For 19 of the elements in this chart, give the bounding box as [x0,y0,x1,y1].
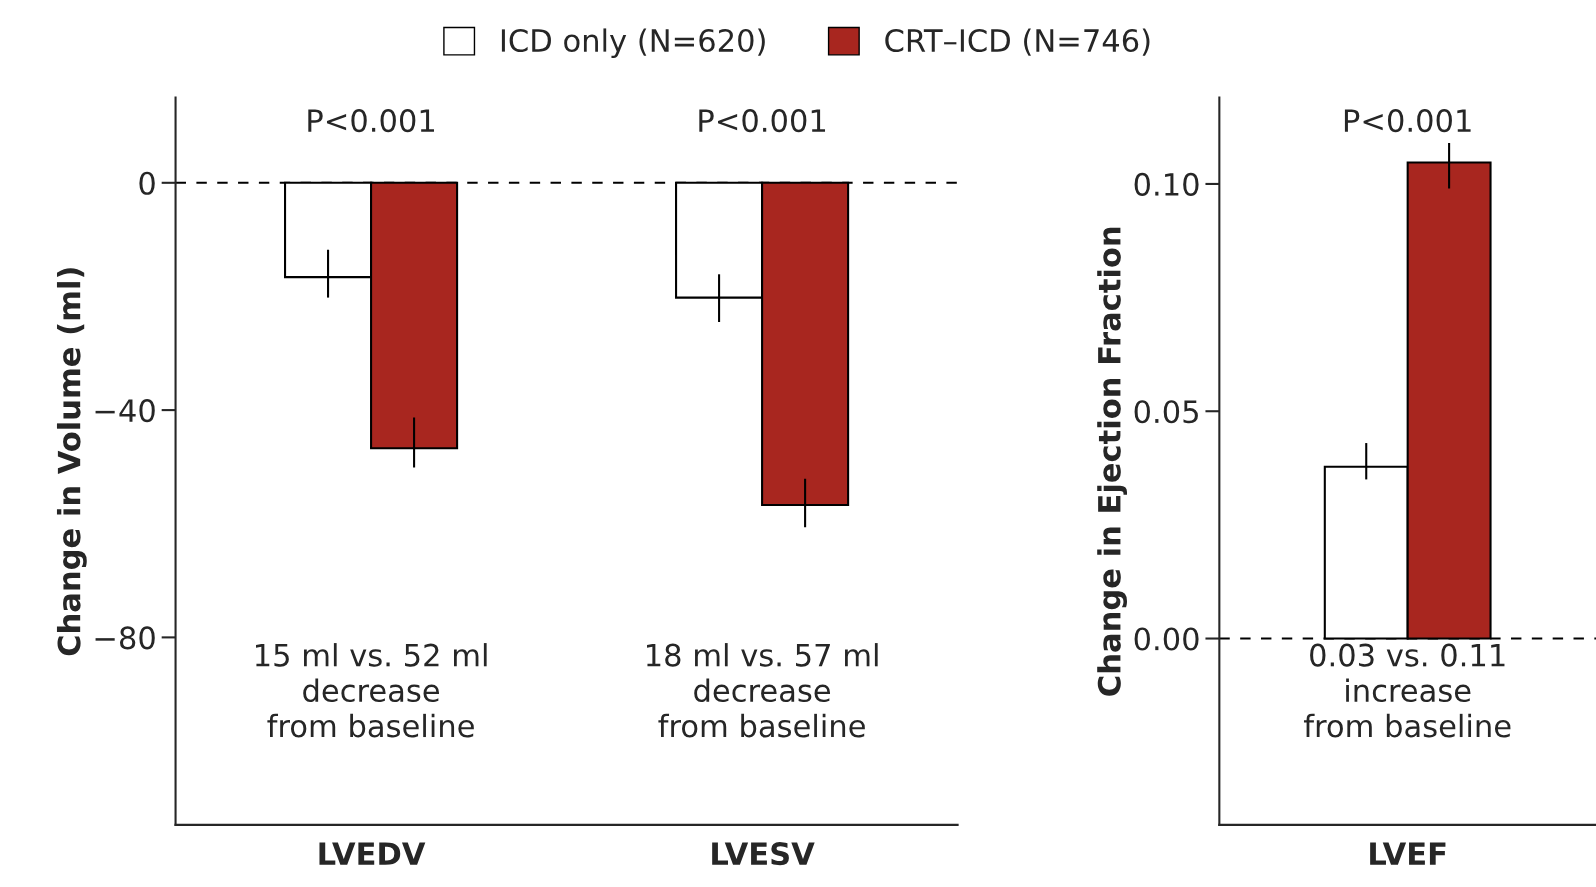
y-tick-label: −80 [95,626,155,650]
y-tick-label: 0.10 [1134,172,1199,196]
x-tick-label: LVESV [712,842,815,866]
annotation: P<0.001 [308,109,434,133]
y-axis-title: Change in Ejection Fraction [1097,227,1127,696]
annotation: P<0.001 [1344,109,1471,133]
annotation: P<0.001 [699,109,826,133]
y-tick-label: 0 [139,171,155,195]
x-tick-label: LVEF [1370,842,1446,865]
annotation: 18 ml vs. 57 ml decrease from baseline [647,643,878,738]
y-axis-title: Change in Volume (ml) [56,268,87,656]
x-tick-label: LVEDV [319,842,426,865]
y-tick-label: 0.05 [1134,400,1198,424]
legend-label: CRT–ICD (N=746) [885,28,1150,56]
y-tick-label: 0.00 [1134,627,1199,651]
y-tick-label: −40 [95,399,155,423]
legend-label: ICD only (N=620) [501,28,765,58]
annotation: 15 ml vs. 52 ml decrease from baseline [256,643,487,738]
annotation: 0.03 vs. 0.11 increase from baseline [1303,643,1511,738]
